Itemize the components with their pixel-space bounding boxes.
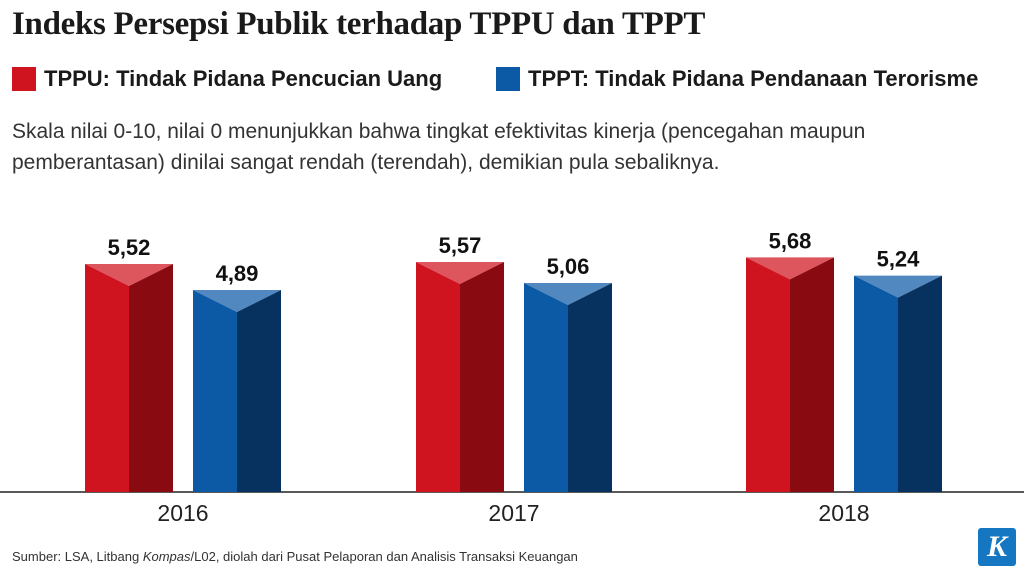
x-tick-2016: 2016: [157, 500, 208, 526]
chart-title: Indeks Persepsi Publik terhadap TPPU dan…: [12, 6, 706, 42]
data-label-tppt-2017: 5,06: [547, 254, 590, 279]
bar-tppt-2016: [193, 290, 281, 492]
x-tick-2017: 2017: [488, 500, 539, 526]
legend-item-tppu: TPPU: Tindak Pidana Pencucian Uang: [12, 66, 442, 92]
source-italic: Kompas: [142, 549, 191, 564]
legend: TPPU: Tindak Pidana Pencucian Uang TPPT:…: [12, 66, 1014, 94]
bar-chart: 5,52 4,89 2016 5,57 5,06 2017 5,68 5,24 2018: [0, 228, 1024, 526]
legend-swatch-tppt: [496, 67, 520, 91]
legend-item-tppt: TPPT: Tindak Pidana Pendanaan Terorisme: [496, 66, 978, 92]
bar-tppu-2017: [416, 261, 504, 492]
data-label-tppt-2016: 4,89: [216, 261, 259, 286]
source-suffix: /L02, diolah dari Pusat Pelaporan dan An…: [190, 549, 578, 564]
chart-subtitle: Skala nilai 0-10, nilai 0 menunjukkan ba…: [12, 120, 866, 174]
legend-label-tppt: TPPT: Tindak Pidana Pendanaan Terorisme: [528, 66, 979, 91]
kompas-logo: K: [978, 528, 1016, 566]
bar-tppu-2016: [85, 264, 173, 492]
data-label-tppu-2018: 5,68: [769, 228, 812, 253]
bar-tppu-2018: [746, 257, 834, 492]
legend-swatch-tppu: [12, 67, 36, 91]
bar-tppt-2018: [854, 275, 942, 492]
data-label-tppu-2017: 5,57: [439, 233, 482, 258]
source-note: Sumber: LSA, Litbang Kompas/L02, diolah …: [12, 549, 578, 564]
x-tick-2018: 2018: [818, 500, 869, 526]
data-label-tppt-2018: 5,24: [877, 247, 921, 272]
legend-label-tppu: TPPU: Tindak Pidana Pencucian Uang: [44, 66, 443, 91]
data-label-tppu-2016: 5,52: [108, 235, 151, 260]
source-prefix: Sumber: LSA, Litbang: [12, 549, 143, 564]
bar-tppt-2017: [524, 283, 612, 492]
